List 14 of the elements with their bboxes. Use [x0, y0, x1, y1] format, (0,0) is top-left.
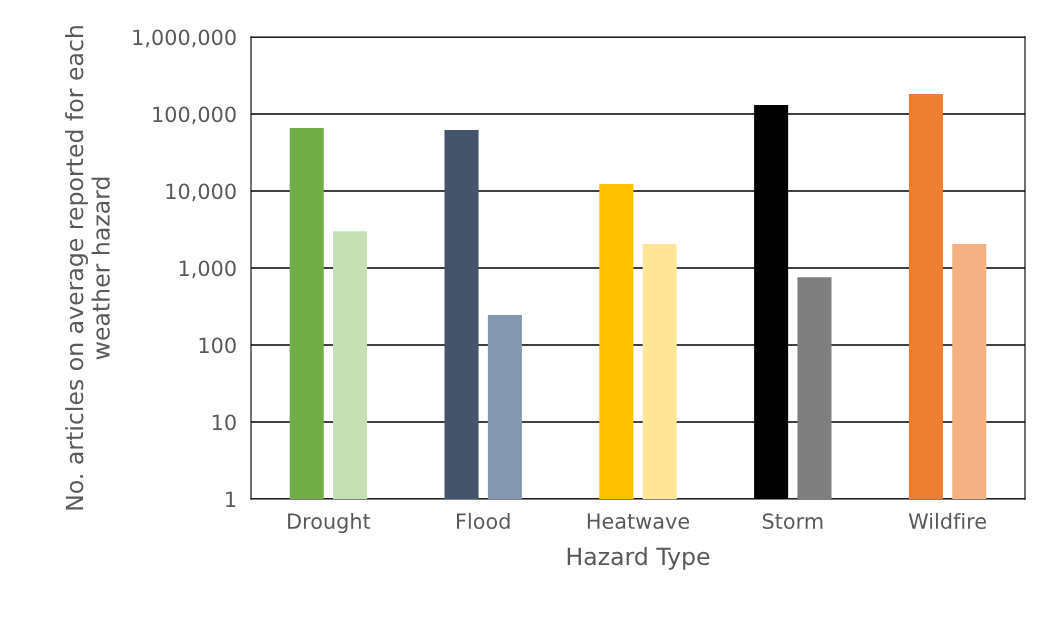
- y-tick-label: 100: [199, 337, 236, 354]
- x-axis-title: Hazard Type: [567, 546, 710, 570]
- x-tick-label: Heatwave: [587, 513, 690, 530]
- y-axis-title: No. articles on average reported for each weather hazard: [65, 26, 110, 510]
- y-tick-label: 1,000: [179, 260, 236, 279]
- y-tick-label: 1,000,000: [133, 29, 236, 48]
- x-tick-label: Drought: [288, 512, 371, 534]
- x-tick-label: Storm: [762, 513, 823, 530]
- y-tick-label: 100,000: [153, 106, 236, 125]
- x-tick-label: Wildfire: [908, 512, 986, 530]
- y-tick-label: 10,000: [166, 183, 236, 202]
- y-tick-label: 10: [212, 414, 236, 431]
- x-tick-label: Flood: [457, 512, 510, 530]
- y-tick-label: 1: [226, 491, 236, 507]
